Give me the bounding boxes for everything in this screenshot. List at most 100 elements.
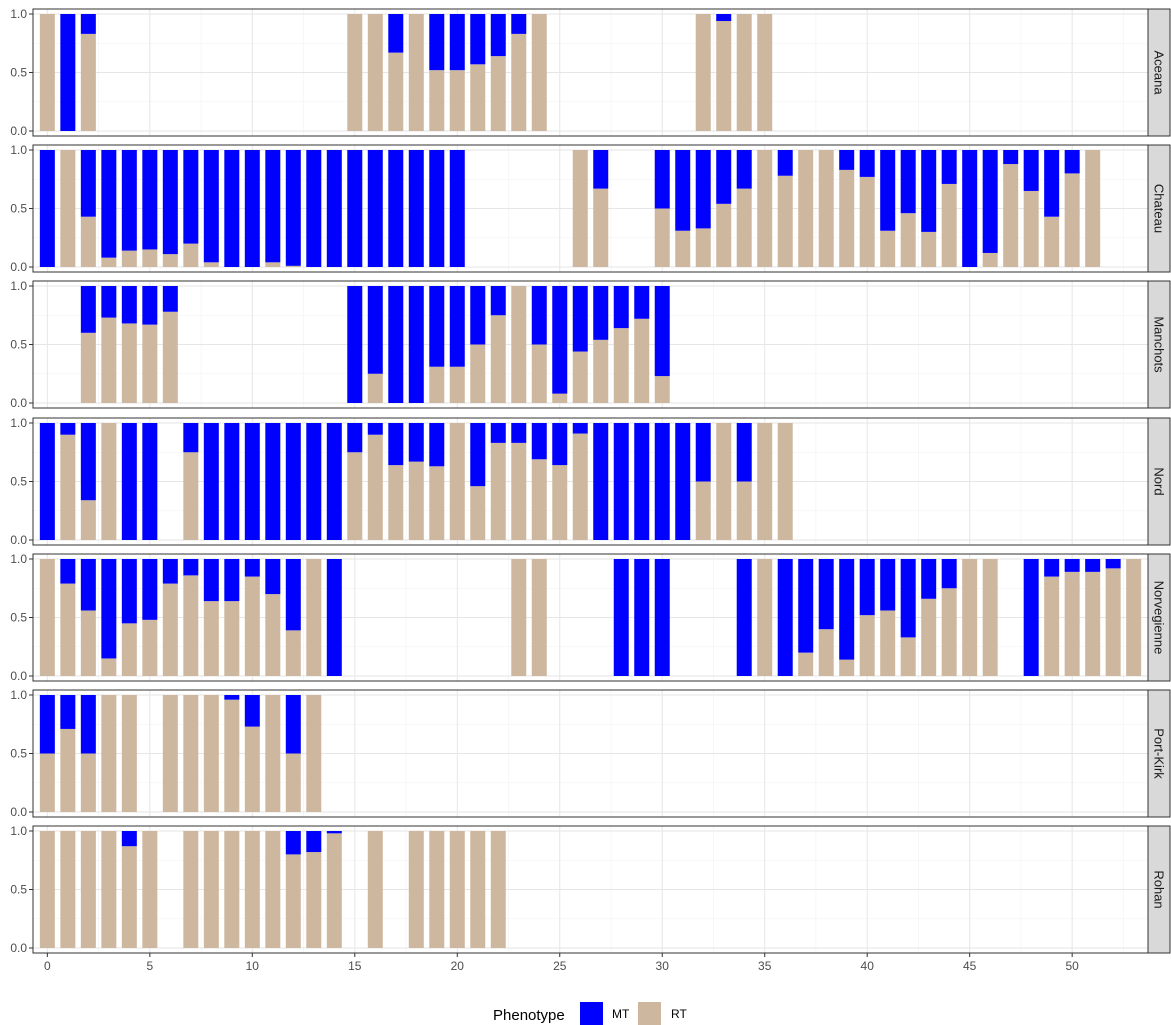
bar-mt: [429, 150, 445, 267]
legend-swatch-mt: [580, 1002, 603, 1025]
bar-rt: [244, 726, 260, 812]
bar-mt: [429, 14, 445, 71]
bar-rt: [572, 351, 588, 403]
bar-rt: [552, 393, 568, 403]
bar-rt: [777, 423, 793, 540]
y-axis: 0.0 0.5 1.0: [10, 279, 33, 410]
bar-rt: [224, 601, 240, 676]
bar-mt: [244, 695, 260, 727]
facet-strip-background: [1147, 144, 1171, 273]
bar-mt: [80, 695, 96, 754]
bar-mt: [101, 286, 117, 318]
bar-rt: [39, 559, 55, 676]
x-tick-label: 40: [861, 959, 875, 973]
bar-rt: [244, 831, 260, 948]
bar-mt: [60, 423, 76, 435]
bar-mt: [162, 286, 178, 312]
panel-port-kirk: 0.0 0.5 1.0 Port-Kirk: [10, 688, 1171, 819]
facet-label: Nord: [1152, 467, 1167, 495]
facet-strip: Norvegienne: [1147, 553, 1171, 682]
bar-rt: [839, 169, 855, 267]
bar-rt: [470, 64, 486, 131]
y-tick-label: 0.0: [10, 124, 27, 138]
bar-rt: [859, 615, 875, 676]
facet-label: Aceana: [1152, 50, 1167, 95]
bar-rt: [367, 373, 383, 403]
bar-rt: [572, 433, 588, 540]
bar-rt: [388, 465, 404, 540]
bar-rt: [552, 465, 568, 540]
bar-mt: [962, 150, 978, 267]
y-tick-label: 0.0: [10, 805, 27, 819]
bar-mt: [859, 559, 875, 616]
bar-rt: [695, 481, 711, 540]
bar-rt: [408, 831, 424, 948]
panel-aceana: 0.0 0.5 1.0 Aceana: [10, 7, 1171, 138]
bar-rt: [39, 753, 55, 812]
bar-mt: [900, 150, 916, 214]
bar-rt: [60, 728, 76, 812]
bar-rt: [244, 576, 260, 676]
bar-rt: [80, 831, 96, 948]
bar-rt: [367, 434, 383, 540]
bar-rt: [490, 831, 506, 948]
bars: [39, 831, 506, 948]
bar-mt: [183, 423, 199, 453]
bar-mt: [675, 423, 691, 540]
bar-mt: [388, 150, 404, 267]
bar-mt: [593, 286, 609, 340]
bar-mt: [39, 150, 55, 267]
bar-rt: [306, 695, 322, 812]
bar-mt: [265, 559, 281, 595]
bar-mt: [470, 14, 486, 65]
bar-mt: [224, 423, 240, 540]
bar-rt: [80, 753, 96, 812]
bar-rt: [80, 216, 96, 267]
bar-rt: [142, 831, 158, 948]
facet-label: Chateau: [1152, 184, 1167, 233]
bar-rt: [1105, 568, 1121, 676]
bar-mt: [613, 286, 629, 329]
bar-rt: [757, 150, 773, 267]
grid: [33, 690, 1148, 817]
bar-rt: [121, 623, 137, 676]
facet-strip-background: [1147, 553, 1171, 682]
bar-mt: [408, 423, 424, 462]
bar-rt: [982, 559, 998, 676]
bar-rt: [716, 203, 732, 267]
bar-rt: [531, 559, 547, 676]
bar-rt: [982, 252, 998, 267]
grid: [33, 145, 1148, 272]
bar-mt: [1064, 559, 1080, 572]
bar-rt: [60, 831, 76, 948]
facet-strip: Rohan: [1147, 825, 1171, 954]
bar-rt: [1085, 150, 1101, 267]
bar-rt: [818, 150, 834, 267]
y-tick-label: 0.5: [10, 611, 27, 625]
y-axis: 0.0 0.5 1.0: [10, 7, 33, 138]
y-tick-label: 0.5: [10, 475, 27, 489]
bar-mt: [490, 14, 506, 57]
bar-mt: [306, 150, 322, 267]
x-tick-label: 20: [451, 959, 465, 973]
bar-rt: [736, 188, 752, 267]
bar-rt: [121, 323, 137, 403]
bar-mt: [101, 559, 117, 659]
facet-label: Port-Kirk: [1152, 728, 1167, 779]
bar-mt: [60, 695, 76, 729]
bar-rt: [285, 630, 301, 676]
legend-swatch-rt: [638, 1002, 661, 1025]
bar-rt: [162, 583, 178, 676]
bar-rt: [203, 695, 219, 812]
bar-mt: [80, 14, 96, 34]
bar-mt: [1085, 559, 1101, 572]
bar-rt: [121, 695, 137, 812]
bar-rt: [142, 619, 158, 676]
bar-rt: [429, 366, 445, 403]
bars: [80, 286, 670, 403]
bar-rt: [757, 559, 773, 676]
bar-rt: [347, 14, 363, 131]
bar-rt: [449, 423, 465, 540]
bar-rt: [306, 559, 322, 676]
bar-rt: [490, 56, 506, 132]
